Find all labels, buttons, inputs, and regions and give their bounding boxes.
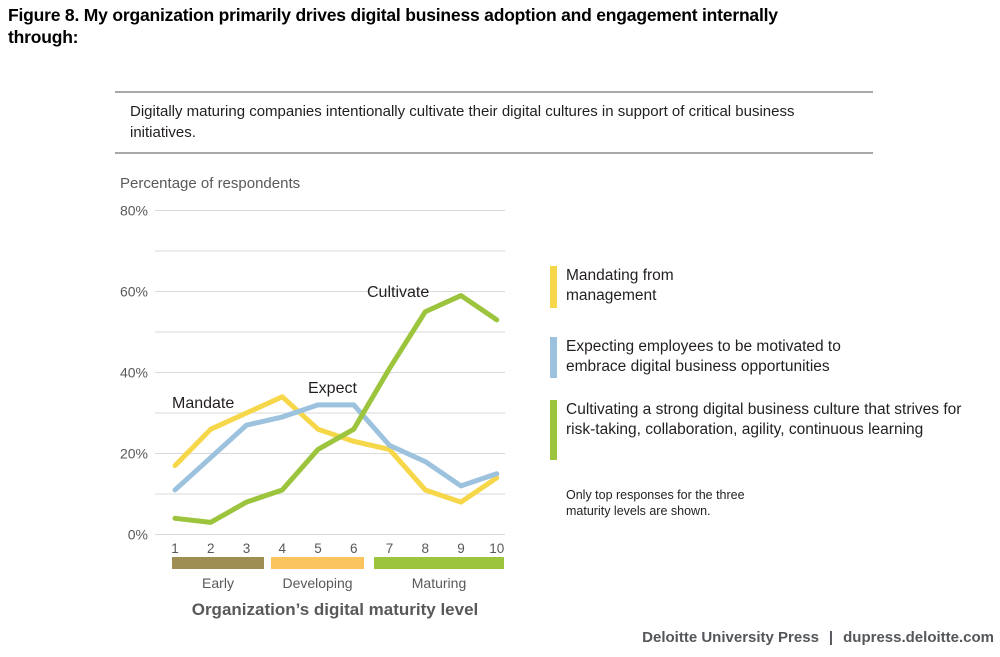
legend-swatch-cultivating — [550, 400, 557, 460]
y-tick-label: 40% — [120, 365, 148, 381]
x-tick-label: 5 — [314, 541, 322, 556]
x-axis-title: Organization’s digital maturity level — [192, 600, 479, 619]
maturity-band-developing — [271, 557, 364, 569]
legend-label-cultivating: Cultivating a strong digital business cu… — [566, 401, 962, 438]
y-tick-label: 20% — [120, 446, 148, 462]
legend-item-mandating: Mandating from management — [550, 266, 716, 308]
legend-item-expecting: Expecting employees to be motivated to e… — [550, 337, 896, 378]
legend-item-cultivating: Cultivating a strong digital business cu… — [550, 400, 966, 460]
x-tick-label: 6 — [350, 541, 358, 556]
x-tick-label: 4 — [278, 541, 286, 556]
legend-swatch-mandating — [550, 266, 557, 308]
legend-label-expecting: Expecting employees to be motivated to e… — [566, 338, 841, 375]
footer: Deloitte University Press | dupress.delo… — [642, 629, 994, 646]
y-axis-caption: Percentage of respondents — [120, 175, 301, 192]
callout-box: Digitally maturing companies intentional… — [115, 91, 873, 154]
figure-title: Figure 8. My organization primarily driv… — [8, 5, 778, 47]
footer-separator: | — [828, 629, 834, 646]
x-tick-label: 9 — [457, 541, 465, 556]
series-line-cultivate — [172, 293, 500, 525]
x-tick-label: 8 — [421, 541, 429, 556]
x-tick-label: 2 — [207, 541, 215, 556]
x-tick-label: 1 — [171, 541, 179, 556]
x-tick-label: 3 — [243, 541, 251, 556]
y-tick-label: 80% — [120, 203, 148, 219]
legend-swatch-expecting — [550, 337, 557, 378]
x-tick-label: 7 — [386, 541, 394, 556]
maturity-band-label: Maturing — [412, 575, 466, 591]
series-line-mandate — [172, 394, 500, 505]
legend-label-mandating: Mandating from management — [566, 267, 674, 304]
maturity-band-early — [172, 557, 264, 569]
series-line-expect — [172, 402, 500, 493]
maturity-band-label: Early — [202, 575, 234, 591]
footnote: Only top responses for the three maturit… — [566, 488, 745, 518]
callout-text: Digitally maturing companies intentional… — [130, 103, 795, 141]
series-annotation-mandate: Mandate — [172, 395, 234, 412]
footer-site: dupress.deloitte.com — [843, 629, 994, 646]
maturity-band-maturing — [374, 557, 504, 569]
footer-publisher: Deloitte University Press — [642, 629, 819, 646]
x-tick-label: 10 — [489, 541, 504, 556]
series-annotation-cultivate: Cultivate — [367, 284, 429, 301]
line-chart: 0% 20% 40% 60% 80% 1 2 3 4 5 6 7 8 9 10 Early Developing… — [120, 203, 505, 619]
series-annotation-expect: Expect — [308, 380, 357, 397]
maturity-band-label: Developing — [282, 575, 352, 591]
y-tick-label: 60% — [120, 284, 148, 300]
y-tick-label: 0% — [128, 527, 148, 543]
